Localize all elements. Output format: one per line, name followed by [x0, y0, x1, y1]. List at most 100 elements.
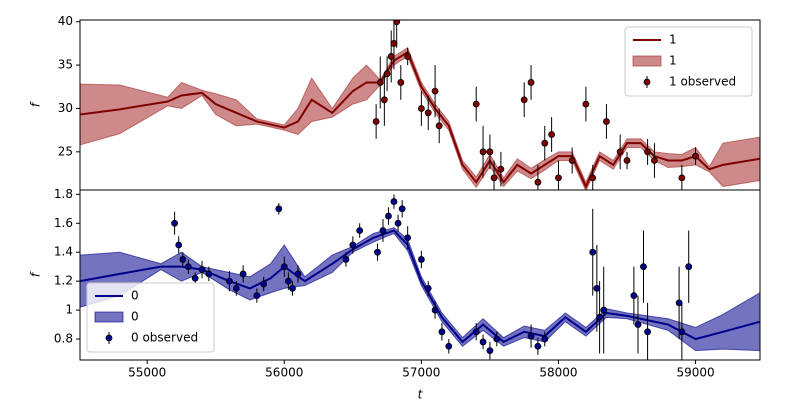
observed-point — [280, 263, 288, 271]
legend-label: 0 — [131, 310, 139, 324]
y-tick-label: 1.6 — [54, 216, 73, 230]
observed-point — [555, 174, 562, 182]
observed-point — [490, 174, 498, 182]
observed-point — [634, 321, 642, 328]
observed-point — [342, 256, 350, 263]
observed-point — [541, 139, 549, 147]
observed-point — [520, 96, 528, 104]
observed-point — [438, 328, 446, 336]
observed-point — [527, 332, 535, 340]
observed-point — [493, 335, 501, 343]
y-tick-label: 1.4 — [54, 245, 73, 259]
x-tick-label: 59000 — [676, 366, 714, 380]
plot-area — [80, 20, 760, 190]
observed-point — [692, 152, 699, 160]
observed-point — [284, 277, 292, 285]
legend-box — [86, 282, 215, 353]
observed-point — [600, 306, 608, 314]
legend-label: 1 — [669, 33, 677, 47]
observed-point — [651, 157, 658, 164]
plot-area — [80, 194, 760, 360]
observed-point — [179, 256, 187, 263]
observed-point — [486, 148, 494, 156]
observed-point — [479, 338, 487, 346]
observed-point — [191, 274, 199, 282]
observed-point — [404, 53, 412, 60]
observed-point — [226, 277, 233, 285]
x-tick-label: 57000 — [402, 366, 440, 380]
observed-point — [431, 306, 439, 314]
observed-point — [171, 219, 178, 227]
observed-point — [644, 328, 651, 336]
observed-point — [541, 335, 549, 343]
observed-point — [380, 96, 388, 104]
observed-point — [593, 284, 601, 292]
observed-point — [417, 256, 425, 263]
y-tick-label: 1.2 — [54, 274, 73, 288]
y-tick-label: 1 — [65, 303, 73, 317]
observed-point — [424, 109, 432, 117]
observed-point — [379, 227, 387, 234]
legend-label: 0 observed — [131, 331, 198, 345]
observed-point — [397, 79, 405, 86]
observed-point — [260, 280, 268, 288]
observed-point — [644, 148, 651, 156]
observed-point — [289, 284, 296, 292]
confidence-band — [80, 47, 760, 190]
observed-point — [239, 270, 247, 278]
observed-point — [435, 122, 443, 130]
observed-point — [445, 342, 453, 350]
observed-point — [685, 263, 693, 271]
x-axis-label: t — [418, 388, 424, 401]
observed-point — [534, 342, 542, 350]
legend-label: 1 — [669, 54, 677, 68]
observed-point — [294, 270, 302, 278]
observed-point — [232, 284, 240, 292]
observed-point — [640, 263, 647, 271]
observed-point — [349, 241, 357, 249]
legend-marker — [105, 334, 113, 342]
legend: 0 0 0 observed — [86, 282, 215, 353]
legend-patch — [632, 55, 662, 67]
observed-point — [497, 165, 505, 173]
observed-point — [589, 174, 597, 182]
observed-point — [486, 347, 494, 354]
observed-point — [390, 198, 398, 205]
legend-patch — [94, 311, 124, 323]
legend-label: 0 — [131, 289, 139, 303]
observed-point — [431, 87, 439, 95]
y-tick-label: 30 — [58, 101, 73, 115]
x-tick-label: 55000 — [128, 366, 166, 380]
observed-point — [479, 148, 487, 156]
observed-point — [534, 178, 542, 186]
observed-point — [385, 212, 392, 220]
y-tick-label: 0.8 — [54, 332, 73, 346]
y-axis-label: f — [29, 271, 43, 277]
observed-point — [404, 234, 412, 242]
observed-point — [582, 100, 590, 108]
observed-point — [398, 205, 406, 213]
observed-point — [184, 263, 192, 271]
y-tick-label: 25 — [58, 144, 73, 158]
legend-box — [624, 26, 753, 97]
observed-point — [376, 79, 384, 86]
observed-point — [175, 241, 183, 249]
observed-point — [568, 157, 576, 164]
axes-frame — [79, 189, 761, 361]
legend: 1 1 1 observed — [624, 26, 753, 97]
observed-point — [253, 292, 261, 300]
observed-point — [198, 266, 206, 273]
observed-point — [472, 100, 480, 108]
y-axis-label: f — [29, 101, 43, 107]
observed-point — [596, 313, 603, 321]
observed-point — [630, 292, 638, 300]
model-line — [80, 50, 760, 189]
observed-point — [424, 284, 432, 292]
observed-point — [372, 118, 380, 125]
observed-point — [374, 248, 381, 256]
observed-point — [394, 219, 402, 227]
legend-label: 1 observed — [669, 75, 736, 89]
observed-point — [678, 328, 686, 336]
y-tick-label: 35 — [58, 58, 73, 72]
